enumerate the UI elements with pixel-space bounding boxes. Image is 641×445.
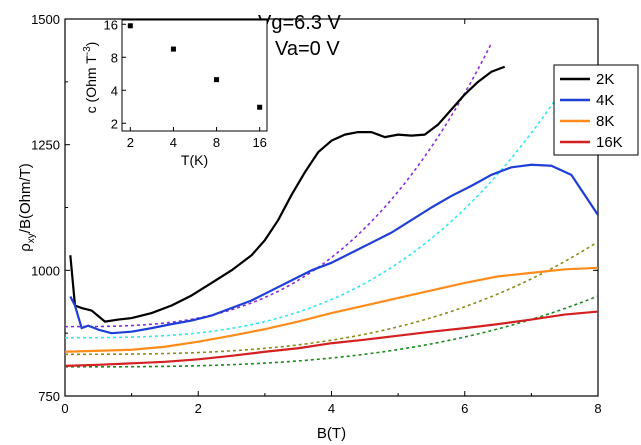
- inset-point: [257, 104, 263, 110]
- inset-y-tick-label: 16: [104, 17, 118, 32]
- inset-x-axis-title: T(K): [181, 152, 208, 168]
- legend-label-16K: 16K: [596, 134, 623, 151]
- y-tick-label: 1000: [31, 263, 60, 278]
- fit-curve-1: [65, 85, 566, 339]
- legend-label-4K: 4K: [596, 92, 614, 109]
- series-line-4K: [69, 163, 598, 335]
- y-tick-label: 1500: [31, 12, 60, 27]
- fit-curve-3: [65, 295, 598, 368]
- inset-y-tick-label: 8: [111, 50, 118, 65]
- annotation-va: Va=0 V: [275, 38, 340, 60]
- annotations: Vg=6.3 V Va=0 V: [258, 12, 342, 60]
- y-axis-title: ρxy/B(Ohm/T): [17, 163, 37, 252]
- x-tick-label: 2: [195, 401, 202, 416]
- series-line-2K: [69, 65, 506, 323]
- y-tick-label: 750: [38, 389, 60, 404]
- y-axis-title-symbol: ρ: [17, 243, 34, 252]
- fit-curve-2: [65, 241, 598, 356]
- x-tick-label: 6: [461, 401, 468, 416]
- inset-x-tick-label: 2: [127, 135, 134, 150]
- inset-y-axis-title-sup: -3: [82, 46, 93, 55]
- x-axis-title: B(T): [317, 425, 346, 442]
- y-tick-label: 1250: [31, 138, 60, 153]
- plot-area: [65, 42, 598, 368]
- annotation-vg: Vg=6.3 V: [258, 12, 342, 34]
- main-plot: 0 2 4 6 8 750 1000 1250 1500 B(T) ρxy/B(Ohm/T): [17, 12, 602, 442]
- inset-y-axis-title: c (Ohm T-3): [82, 42, 99, 114]
- x-tick-label: 0: [61, 401, 68, 416]
- inset-frame: [121, 19, 268, 132]
- y-axis-title-sub: xy: [26, 233, 37, 243]
- inset-point: [127, 23, 133, 29]
- fit-curve-0: [65, 42, 493, 328]
- legend: 2K 4K 8K 16K: [553, 64, 639, 156]
- inset-x-tick-label: 8: [213, 135, 220, 150]
- inset-point: [214, 77, 220, 83]
- series-line-16K: [65, 310, 598, 367]
- inset-x-tick-label: 16: [252, 135, 266, 150]
- x-tick-label: 4: [328, 401, 335, 416]
- inset-y-axis-title-close: ): [83, 42, 99, 47]
- inset-point: [170, 46, 176, 52]
- legend-label-8K: 8K: [596, 113, 614, 130]
- inset-y-tick-label: 4: [111, 83, 118, 98]
- y-axis-title-rest: /B(Ohm/T): [17, 163, 34, 233]
- x-tick-label: 8: [594, 401, 601, 416]
- legend-label-2K: 2K: [596, 71, 614, 88]
- series-line-8K: [65, 266, 598, 353]
- inset-y-axis-title-text: c (Ohm T: [83, 55, 99, 114]
- inset-x-tick-label: 4: [170, 135, 177, 150]
- inset-y-tick-label: 2: [111, 116, 118, 131]
